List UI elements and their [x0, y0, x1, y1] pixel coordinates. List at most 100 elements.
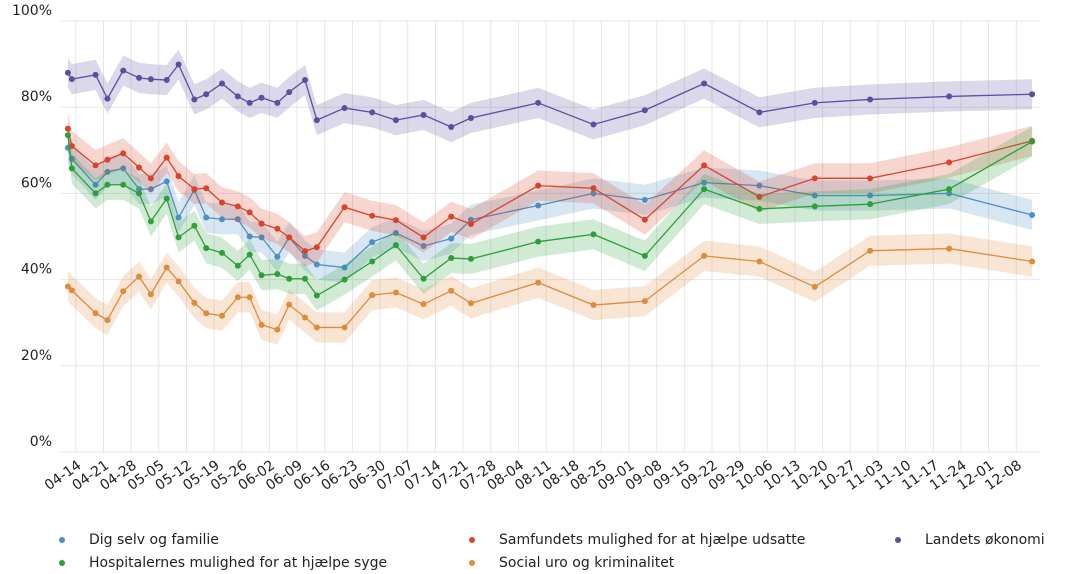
data-point	[1029, 91, 1036, 98]
data-point	[203, 245, 210, 252]
legend-marker	[59, 560, 65, 566]
data-point	[147, 186, 154, 193]
data-point	[392, 230, 399, 237]
data-point	[274, 99, 281, 106]
data-point	[246, 99, 253, 106]
data-point	[64, 132, 71, 139]
data-point	[219, 249, 226, 256]
data-point	[136, 273, 143, 280]
confidence-band	[67, 233, 1033, 345]
data-point	[258, 220, 265, 227]
data-point	[64, 125, 71, 132]
data-point	[191, 186, 198, 193]
data-point	[120, 165, 127, 172]
data-point	[811, 283, 818, 290]
data-point	[811, 99, 818, 106]
confidence-band	[67, 120, 1033, 311]
data-point	[203, 185, 210, 192]
data-point	[147, 291, 154, 298]
data-point	[246, 294, 253, 301]
legend-label: Landets økonomi	[925, 532, 1045, 548]
data-point	[191, 299, 198, 306]
data-point	[1029, 138, 1036, 145]
data-point	[234, 262, 241, 269]
data-point	[92, 310, 99, 317]
series-line	[67, 63, 1033, 128]
data-point	[92, 190, 99, 197]
data-point	[641, 252, 648, 259]
data-point	[120, 67, 127, 74]
data-point	[246, 209, 253, 216]
data-point	[302, 252, 308, 259]
data-point	[136, 164, 143, 171]
legend-marker	[469, 560, 475, 566]
data-point	[1029, 211, 1036, 218]
data-point	[641, 216, 648, 223]
data-point	[369, 258, 376, 265]
data-point	[811, 175, 818, 182]
data-point	[420, 234, 427, 241]
data-point	[701, 186, 708, 193]
data-point	[258, 94, 265, 101]
data-point	[104, 156, 111, 163]
data-point	[535, 279, 542, 286]
data-point	[302, 248, 308, 255]
data-point	[641, 298, 648, 305]
data-point	[467, 300, 474, 307]
data-point	[64, 69, 71, 76]
data-point	[286, 89, 293, 96]
data-point	[104, 181, 111, 188]
data-point	[313, 324, 320, 331]
data-point	[313, 292, 320, 299]
data-point	[68, 165, 75, 172]
data-point	[258, 234, 265, 241]
data-point	[701, 252, 708, 259]
y-tick-label: 80%	[21, 89, 52, 105]
data-point	[448, 235, 455, 242]
data-point	[811, 203, 818, 210]
data-point	[756, 205, 763, 212]
data-point	[701, 80, 708, 87]
data-point	[641, 196, 648, 203]
data-point	[590, 302, 597, 309]
data-point	[219, 80, 226, 87]
data-point	[203, 91, 210, 98]
data-point	[467, 255, 474, 262]
data-point	[234, 203, 241, 210]
data-point	[1029, 258, 1036, 265]
legend-label: Hospitalernes mulighed for at hjælpe syg…	[89, 555, 387, 571]
data-point	[341, 204, 348, 211]
data-point	[756, 109, 763, 116]
data-point	[946, 190, 953, 197]
data-point	[104, 168, 111, 175]
data-point	[392, 289, 399, 296]
data-point	[68, 287, 75, 294]
data-point	[420, 242, 427, 249]
data-point	[203, 310, 210, 317]
y-tick-label: 100%	[12, 3, 52, 19]
data-point	[535, 182, 542, 189]
data-point	[92, 162, 99, 169]
data-point	[341, 276, 348, 283]
legend-marker	[59, 537, 65, 543]
data-point	[136, 74, 143, 81]
data-point	[369, 212, 376, 219]
data-point	[946, 93, 953, 100]
data-point	[420, 275, 427, 282]
data-point	[535, 238, 542, 245]
data-point	[420, 111, 427, 118]
data-point	[274, 326, 281, 333]
data-point	[448, 255, 455, 262]
data-point	[369, 239, 376, 246]
data-point	[341, 324, 348, 331]
data-point	[369, 109, 376, 116]
data-point	[448, 287, 455, 294]
data-point	[392, 117, 399, 124]
data-point	[234, 216, 241, 223]
data-point	[246, 251, 253, 258]
legend-marker	[469, 537, 475, 543]
data-point	[867, 247, 874, 254]
confidence-band	[67, 132, 1033, 283]
confidence-band	[67, 49, 1033, 143]
